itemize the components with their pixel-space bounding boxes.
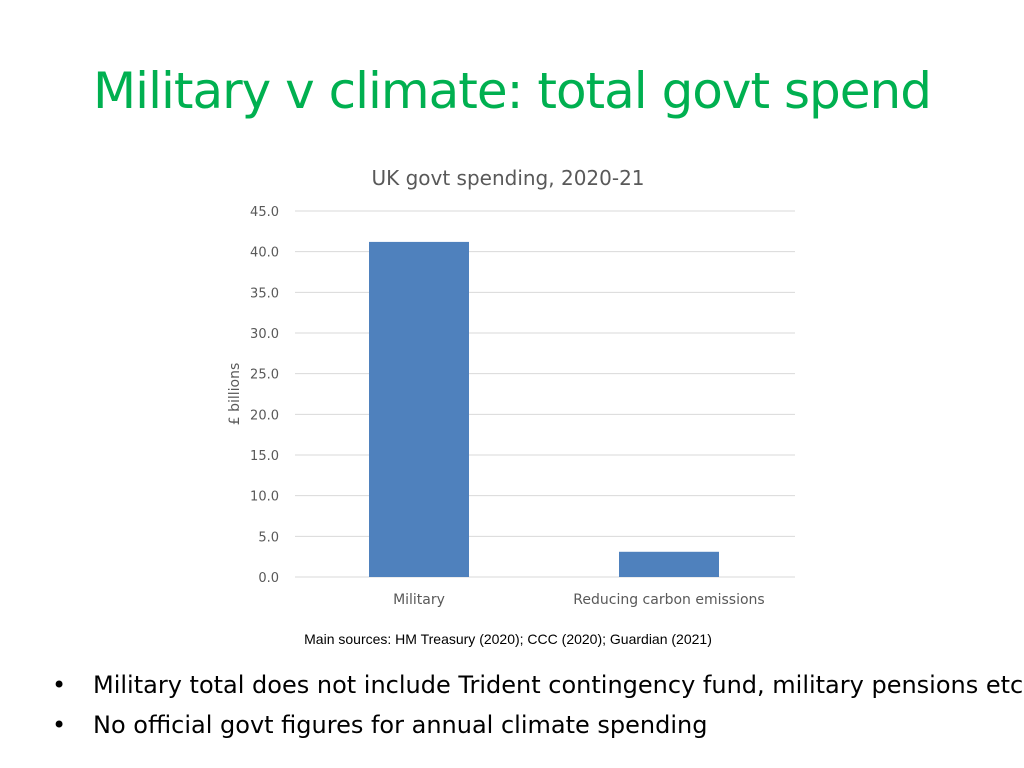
bullet-text: Military total does not include Trident … bbox=[93, 671, 1024, 699]
y-tick-label: 35.0 bbox=[250, 286, 279, 301]
y-tick-label: 20.0 bbox=[250, 408, 279, 423]
y-tick-label: 40.0 bbox=[250, 246, 279, 261]
y-tick-label: 15.0 bbox=[250, 449, 279, 464]
bullet-list: • Military total does not include Triden… bbox=[52, 665, 1023, 745]
bullet-item: • Military total does not include Triden… bbox=[52, 665, 1023, 705]
y-tick-label: 45.0 bbox=[250, 205, 279, 220]
source-note: Main sources: HM Treasury (2020); CCC (2… bbox=[304, 631, 712, 647]
bar-reducing-carbon-emissions bbox=[619, 551, 719, 577]
bars bbox=[369, 241, 719, 577]
y-tick-label: 30.0 bbox=[250, 327, 279, 342]
bullet-item: • No official govt figures for annual cl… bbox=[52, 705, 1023, 745]
y-axis-label: £ billions bbox=[227, 363, 243, 426]
y-tick-label: 10.0 bbox=[250, 490, 279, 505]
bullet-icon: • bbox=[52, 711, 67, 739]
chart-title: UK govt spending, 2020-21 bbox=[371, 166, 644, 190]
y-tick-label: 5.0 bbox=[258, 530, 279, 545]
bullet-icon: • bbox=[52, 671, 67, 699]
bar-chart: UK govt spending, 2020-21 0.0 5.0 10.0 15.0… bbox=[227, 166, 795, 608]
x-category-label: Military bbox=[393, 592, 445, 608]
category-labels: Military Reducing carbon emissions bbox=[393, 592, 765, 608]
x-category-label: Reducing carbon emissions bbox=[573, 592, 764, 608]
bullet-text: No official govt figures for annual clim… bbox=[93, 711, 708, 739]
y-tick-label: 25.0 bbox=[250, 368, 279, 383]
bar-military bbox=[369, 241, 469, 577]
y-tick-labels: 0.0 5.0 10.0 15.0 20.0 25.0 30.0 35.0 40.0 45.0 bbox=[250, 205, 279, 586]
slide-title: Military v climate: total govt spend bbox=[93, 62, 932, 120]
y-tick-label: 0.0 bbox=[258, 571, 279, 586]
